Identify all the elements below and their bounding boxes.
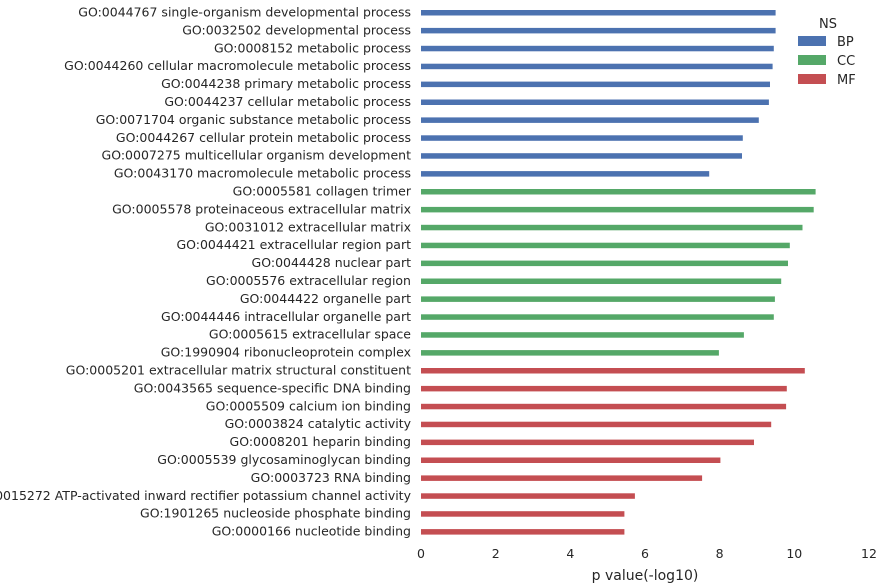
category-label-18: GO:0044446 intracellular organelle part — [161, 309, 411, 324]
bar-30 — [421, 529, 625, 535]
bar-3 — [421, 45, 774, 52]
bar-29 — [421, 511, 625, 517]
category-label-2: GO:0032502 developmental process — [182, 22, 411, 37]
legend-swatch-bp — [798, 36, 826, 46]
bar-17 — [421, 296, 775, 302]
bar-18 — [421, 314, 774, 320]
bar-22 — [421, 385, 787, 392]
bar-6 — [421, 99, 769, 105]
bar-27 — [421, 475, 703, 481]
category-label-1: GO:0044767 single-organism developmental… — [78, 5, 411, 20]
category-label-28: GO:0015272 ATP-activated inward rectifie… — [0, 488, 412, 503]
category-label-24: GO:0003824 catalytic activity — [225, 416, 412, 431]
bar-21 — [421, 368, 805, 374]
legend: NS BP CC MF — [798, 17, 856, 88]
bar-28 — [421, 493, 635, 499]
legend-title: NS — [819, 17, 837, 32]
bar-8 — [421, 135, 743, 141]
x-tick-label-0: 0 — [417, 546, 425, 561]
x-tick-label-4: 4 — [566, 546, 574, 561]
category-label-22: GO:0043565 sequence-specific DNA binding — [134, 380, 411, 395]
bar-15 — [421, 260, 788, 267]
bar-4 — [421, 63, 773, 70]
x-tick-label-6: 6 — [641, 546, 649, 561]
category-label-10: GO:0043170 macromolecule metabolic proce… — [114, 166, 411, 181]
category-label-9: GO:0007275 multicellular organism develo… — [102, 148, 412, 163]
category-label-11: GO:0005581 collagen trimer — [233, 184, 412, 199]
category-label-12: GO:0005578 proteinaceous extracellular m… — [112, 201, 411, 216]
bar-9 — [421, 153, 742, 159]
legend-label-bp: BP — [837, 35, 854, 50]
bar-11 — [421, 189, 816, 195]
x-tick-label-2: 2 — [492, 546, 500, 561]
category-label-26: GO:0005539 glycosaminoglycan binding — [157, 452, 411, 467]
category-label-15: GO:0044428 nuclear part — [252, 255, 412, 270]
x-axis-title: p value(-log10) — [592, 568, 699, 584]
bar-16 — [421, 278, 782, 284]
category-label-14: GO:0044421 extracellular region part — [176, 237, 411, 252]
category-label-29: GO:1901265 nucleoside phosphate binding — [140, 506, 411, 521]
category-label-6: GO:0044237 cellular metabolic process — [164, 94, 411, 109]
category-label-27: GO:0003723 RNA binding — [251, 470, 411, 485]
legend-label-mf: MF — [837, 73, 856, 88]
category-label-4: GO:0044260 cellular macromolecule metabo… — [64, 58, 411, 73]
category-label-16: GO:0005576 extracellular region — [206, 273, 411, 288]
bar-5 — [421, 81, 770, 88]
category-label-17: GO:0044422 organelle part — [240, 291, 411, 306]
bar-12 — [421, 206, 814, 213]
x-tick-label-12: 12 — [861, 546, 877, 561]
x-tick-label-10: 10 — [786, 546, 802, 561]
category-label-23: GO:0005509 calcium ion binding — [206, 398, 411, 413]
x-axis-ticks: 0 2 4 6 8 10 12 — [417, 546, 877, 561]
legend-swatch-mf — [798, 74, 826, 84]
bar-14 — [421, 242, 790, 249]
category-label-7: GO:0071704 organic substance metabolic p… — [96, 112, 411, 127]
category-label-20: GO:1990904 ribonucleoprotein complex — [161, 345, 411, 360]
bar-23 — [421, 403, 787, 410]
bar-24 — [421, 421, 772, 428]
bar-26 — [421, 457, 721, 463]
category-label-5: GO:0044238 primary metabolic process — [161, 76, 411, 91]
category-label-21: GO:0005201 extracellular matrix structur… — [66, 363, 411, 378]
category-label-8: GO:0044267 cellular protein metabolic pr… — [116, 130, 411, 145]
legend-label-cc: CC — [837, 54, 855, 69]
category-label-30: GO:0000166 nucleotide binding — [212, 524, 411, 539]
bar-7 — [421, 117, 759, 123]
bar-13 — [421, 224, 803, 231]
legend-swatch-cc — [798, 55, 826, 65]
bar-19 — [421, 332, 744, 338]
legend-entries: BP CC MF — [798, 35, 856, 88]
bars-layer — [421, 10, 816, 535]
bar-25 — [421, 439, 754, 446]
category-label-19: GO:0005615 extracellular space — [209, 327, 411, 342]
bar-1 — [421, 10, 776, 16]
category-label-3: GO:0008152 metabolic process — [214, 40, 411, 55]
bar-2 — [421, 27, 776, 34]
category-label-25: GO:0008201 heparin binding — [230, 434, 411, 449]
category-labels: GO:0044767 single-organism developmental… — [0, 5, 412, 539]
category-label-13: GO:0031012 extracellular matrix — [205, 219, 411, 234]
bar-10 — [421, 171, 710, 177]
x-tick-label-8: 8 — [716, 546, 724, 561]
bar-20 — [421, 350, 719, 356]
